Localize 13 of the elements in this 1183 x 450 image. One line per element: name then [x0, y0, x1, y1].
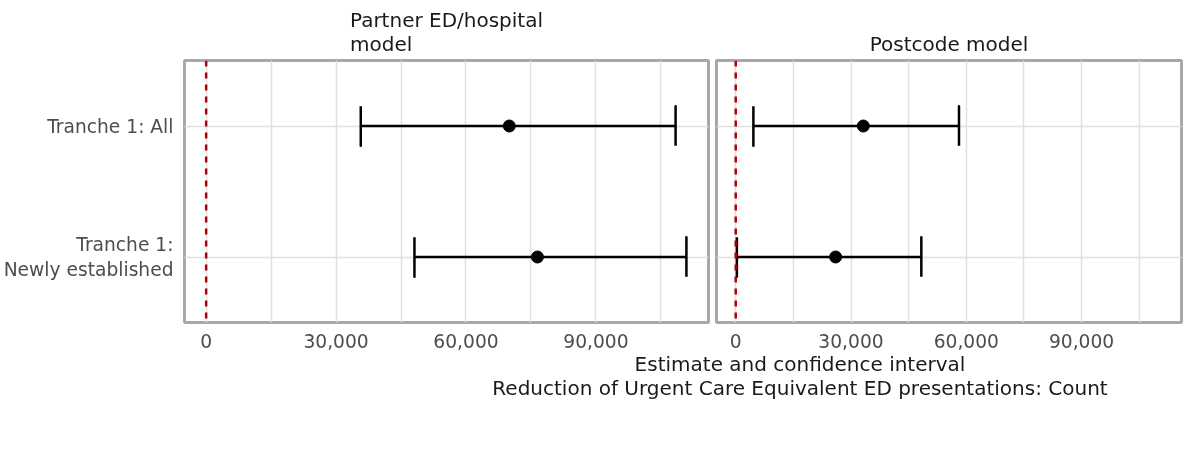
chart-title: Postcode model — [869, 31, 1029, 56]
x-axis-title: Estimate and confidence interval Reduction of Urgent Care Equivalent ED presentations: Count — [491, 352, 1109, 400]
x-tick-label: 60,000 — [933, 330, 999, 352]
x-tick-label: 0 — [729, 330, 742, 352]
x-tick-label: 90,000 — [1048, 330, 1115, 352]
y-tick-label: Tranche 1: Newly established — [3, 233, 174, 281]
y-tick-label: Tranche 1: All — [46, 115, 174, 137]
x-tick-label: 90,000 — [563, 330, 629, 352]
x-tick-label: 30,000 — [303, 330, 369, 352]
chart-title: Partner ED/hospital model — [349, 7, 544, 56]
x-tick-label: 30,000 — [818, 330, 884, 352]
x-tick-label: 0 — [200, 330, 213, 352]
x-tick-label: 60,000 — [433, 330, 499, 352]
